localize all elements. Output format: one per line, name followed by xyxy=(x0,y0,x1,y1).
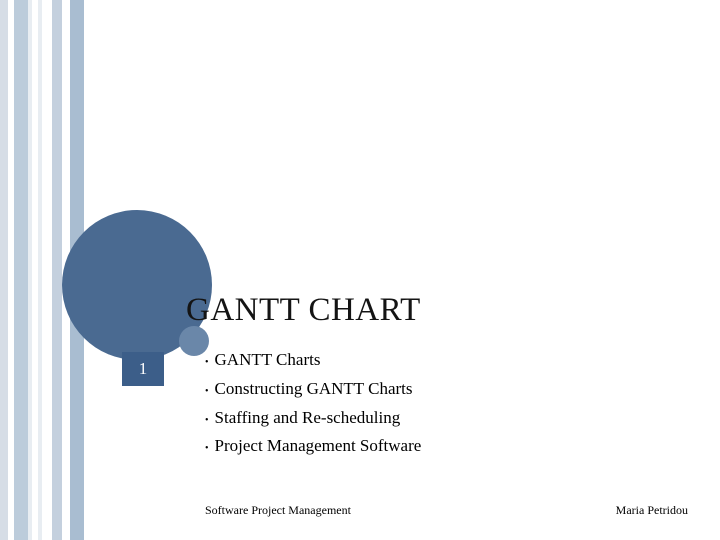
bullet-icon: • xyxy=(205,385,209,399)
bullet-list: • GANTT Charts • Constructing GANTT Char… xyxy=(205,348,645,463)
bg-stripe xyxy=(42,0,52,540)
bg-stripe xyxy=(14,0,28,540)
list-item: • Constructing GANTT Charts xyxy=(205,377,645,401)
bg-stripe xyxy=(52,0,62,540)
list-item: • GANTT Charts xyxy=(205,348,645,372)
list-item: • Staffing and Re-scheduling xyxy=(205,406,645,430)
bullet-text: GANTT Charts xyxy=(215,348,321,372)
bullet-text: Project Management Software xyxy=(215,434,422,458)
page-number: 1 xyxy=(139,359,148,379)
slide-title: GANTT CHART xyxy=(186,292,421,329)
footer-left: Software Project Management xyxy=(205,503,351,518)
bullet-icon: • xyxy=(205,414,209,428)
footer-right: Maria Petridou xyxy=(616,503,688,518)
bullet-text: Constructing GANTT Charts xyxy=(215,377,413,401)
bullet-icon: • xyxy=(205,442,209,456)
bullet-text: Staffing and Re-scheduling xyxy=(215,406,401,430)
bullet-icon: • xyxy=(205,356,209,370)
page-number-box: 1 xyxy=(122,352,164,386)
list-item: • Project Management Software xyxy=(205,434,645,458)
bg-stripe xyxy=(0,0,8,540)
